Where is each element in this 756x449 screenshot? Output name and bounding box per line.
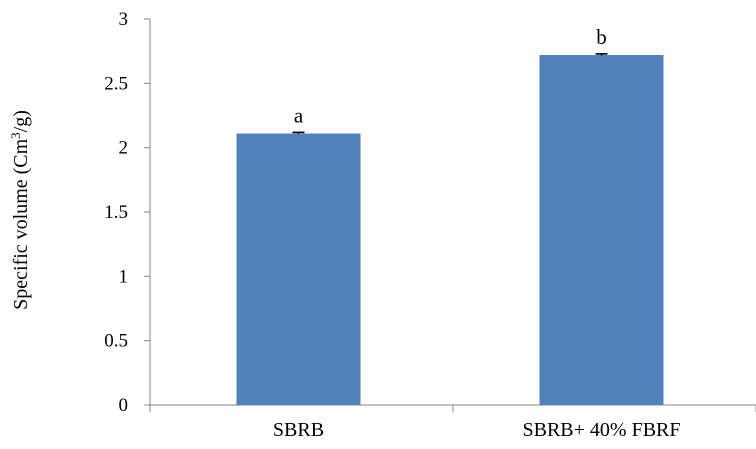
y-tick-label: 1.5	[104, 202, 128, 223]
bar	[236, 133, 361, 405]
bar-annotation: b	[596, 25, 607, 49]
y-axis-label: Specific volume (Cm3/g)	[8, 110, 33, 310]
x-category-label: SBRB+ 40% FBRF	[522, 419, 680, 441]
x-category-label: SBRB	[273, 419, 324, 441]
y-tick-label: 2	[119, 138, 129, 159]
y-tick-label: 3	[119, 9, 129, 30]
y-tick-label: 0.5	[104, 331, 128, 352]
bar	[539, 55, 664, 405]
y-tick-label: 1	[119, 266, 129, 287]
bar-annotation: a	[294, 104, 304, 128]
y-tick-label: 0	[119, 395, 129, 416]
y-tick-label: 2.5	[104, 73, 128, 94]
